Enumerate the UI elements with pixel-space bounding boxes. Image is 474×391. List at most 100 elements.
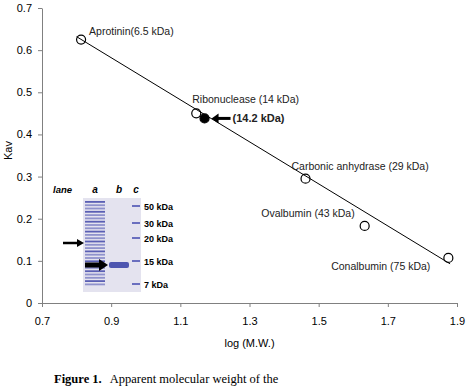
ladder-band [132, 205, 140, 207]
inset-background [80, 182, 175, 294]
y-axis-tick-label: 0.6 [17, 44, 32, 56]
y-axis-tick-mark [38, 261, 42, 262]
arrow-head [99, 259, 108, 271]
y-axis-tick: 0.5 [17, 86, 42, 98]
y-axis-tick-label: 0.1 [17, 255, 32, 267]
y-axis-tick: 0.7 [17, 2, 42, 14]
x-axis-tick-mark [180, 303, 181, 307]
arrow [217, 117, 231, 120]
x-axis-tick: 0.9 [104, 303, 119, 327]
gel-band [85, 237, 105, 239]
x-axis-tick-mark [388, 303, 389, 307]
y-axis-tick-mark [38, 50, 42, 51]
ladder-band [132, 222, 140, 224]
y-axis-title: Kav [2, 141, 14, 160]
x-axis: 0.7 0.9 1.1 1.3 1.5 1.7 1.9 [35, 303, 465, 327]
gel-band [85, 201, 105, 203]
y-axis-tick-label: 0 [26, 297, 32, 309]
gel-band [85, 221, 105, 223]
arrow [63, 242, 79, 245]
gel-band [85, 277, 105, 279]
y-axis-tick-mark [38, 8, 42, 9]
y-axis-tick-mark [38, 134, 42, 135]
lane-title: lane [53, 184, 73, 195]
data-point [360, 221, 369, 230]
x-axis-tick: 1.5 [312, 303, 327, 327]
y-axis-tick-mark [38, 303, 42, 304]
y-axis-tick-mark [38, 219, 42, 220]
gel-band [85, 218, 105, 220]
gel-band [85, 251, 105, 253]
gel-inset: 50 kDa30 kDa20 kDa15 kDa7 kDalaneabc [53, 182, 175, 294]
arrow-head [77, 239, 84, 247]
y-axis-tick: 0.4 [17, 128, 42, 140]
ladder-band [132, 237, 140, 239]
marker-label: 20 kDa [144, 234, 174, 244]
x-axis-tick-label: 1.9 [450, 315, 465, 327]
x-axis-tick-mark [457, 303, 458, 307]
x-axis-tick-mark [319, 303, 320, 307]
gel-band [85, 204, 105, 206]
lane-label: c [133, 184, 139, 195]
gel-band [85, 231, 105, 233]
y-axis-tick-label: 0.7 [17, 2, 32, 14]
point-label: Aprotinin(6.5 kDa) [89, 25, 174, 37]
gel-band [85, 241, 105, 243]
x-axis-tick-label: 0.9 [104, 315, 119, 327]
point-label: Carbonic anhydrase (29 kDa) [292, 160, 429, 172]
arrow-head [212, 113, 219, 123]
gel-band [85, 280, 105, 282]
ladder-band [132, 283, 140, 285]
x-axis-tick: 0.7 [35, 303, 50, 327]
gel-band [85, 234, 105, 236]
x-axis-tick: 1.1 [173, 303, 188, 327]
gel-band [85, 257, 105, 259]
gel-band [85, 224, 105, 226]
gel-band [85, 284, 105, 286]
gel [83, 198, 141, 292]
gel-band [85, 211, 105, 213]
y-axis: 0 0.1 0.2 0.3 0.4 0.5 0.6 0.7 [17, 2, 43, 309]
x-axis-tick: 1.7 [381, 303, 396, 327]
point-label: Conalbumin (75 kDa) [331, 260, 430, 272]
arrow [85, 263, 100, 268]
gel-band [85, 274, 105, 276]
y-axis-tick-label: 0.5 [17, 86, 32, 98]
gel-band [85, 208, 105, 210]
x-axis-tick-label: 1.1 [173, 315, 188, 327]
y-axis-tick-label: 0.2 [17, 213, 32, 225]
marker-label: 7 kDa [144, 280, 169, 290]
point-label: Ribonuclease (14 kDa) [192, 93, 299, 105]
y-axis-line [42, 9, 43, 304]
lane-label: a [92, 184, 98, 195]
y-axis-tick: 0.1 [17, 255, 42, 267]
marker-label: 15 kDa [144, 257, 174, 267]
y-axis-tick: 0 [26, 297, 42, 309]
caption-text: Apparent molecular weight of the [110, 372, 279, 386]
y-axis-tick: 0.2 [17, 213, 42, 225]
lane-label: b [116, 184, 122, 195]
gel-band [85, 247, 105, 249]
point-label: (14.2 kDa) [233, 112, 285, 124]
x-axis-tick-mark [42, 303, 43, 307]
x-axis-tick-label: 1.3 [242, 315, 257, 327]
caption-label: Figure 1. [54, 372, 102, 386]
y-axis-tick-label: 0.3 [17, 171, 32, 183]
x-axis-tick: 1.3 [242, 303, 257, 327]
x-axis-tick-label: 0.7 [35, 315, 50, 327]
marker-label: 30 kDa [144, 219, 174, 229]
y-axis-tick: 0.3 [17, 171, 42, 183]
y-axis-tick-mark [38, 177, 42, 178]
gel-band [85, 270, 105, 272]
y-axis-tick-label: 0.4 [17, 128, 32, 140]
gel-band [85, 227, 105, 229]
x-axis-tick-mark [250, 303, 251, 307]
point-label: Ovalbumin (43 kDa) [261, 207, 354, 219]
data-point [192, 109, 201, 118]
gel-band [109, 262, 129, 268]
x-axis-tick-label: 1.7 [381, 315, 396, 327]
x-axis-tick: 1.9 [450, 303, 465, 327]
gel-band [85, 244, 105, 246]
gel-band [85, 214, 105, 216]
x-axis-tick-mark [111, 303, 112, 307]
